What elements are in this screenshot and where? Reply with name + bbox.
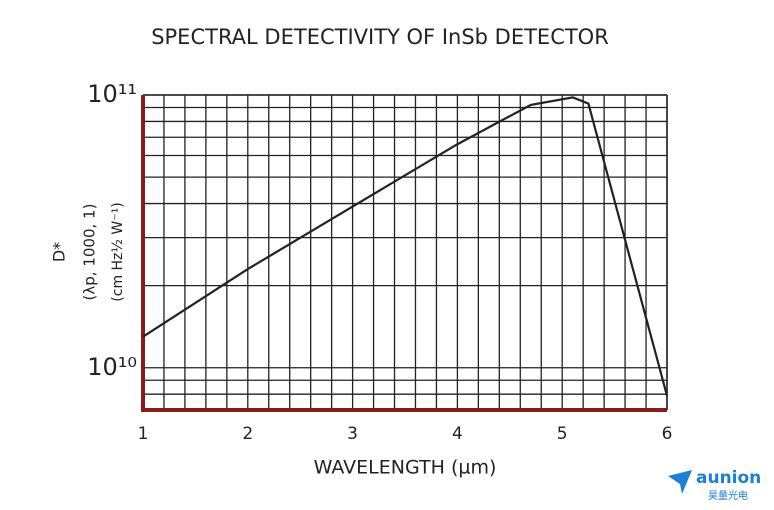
brand-subtitle: 昊量光电 (708, 489, 748, 502)
data-line (142, 96, 669, 396)
x-tick-label: 3 (347, 424, 358, 444)
x-tick-label: 6 (662, 424, 673, 444)
y-label-line: (λp, 1000, 1) (81, 204, 99, 301)
x-axis-label: WAVELENGTH (µm) (314, 457, 497, 479)
brand: aunion (696, 468, 761, 488)
watermark: aunion 昊量光电 (668, 468, 761, 502)
x-tick-label: 2 (242, 424, 253, 444)
x-tick-label: 5 (557, 424, 568, 444)
chart-title: SPECTRAL DETECTIVITY OF InSb DETECTOR (151, 25, 609, 49)
y-axis-label: D* (λp, 1000, 1) (cm Hz½ W⁻¹) (50, 202, 127, 301)
logo-icon (668, 470, 692, 494)
x-tick-label: 4 (452, 424, 463, 444)
x-tick-label: 1 (138, 424, 149, 444)
y-tick-label: 10¹⁰ (87, 353, 137, 381)
y-label-line: (cm Hz½ W⁻¹) (110, 202, 126, 301)
y-label-line: D* (50, 242, 69, 262)
y-tick-label: 10¹¹ (87, 80, 137, 108)
